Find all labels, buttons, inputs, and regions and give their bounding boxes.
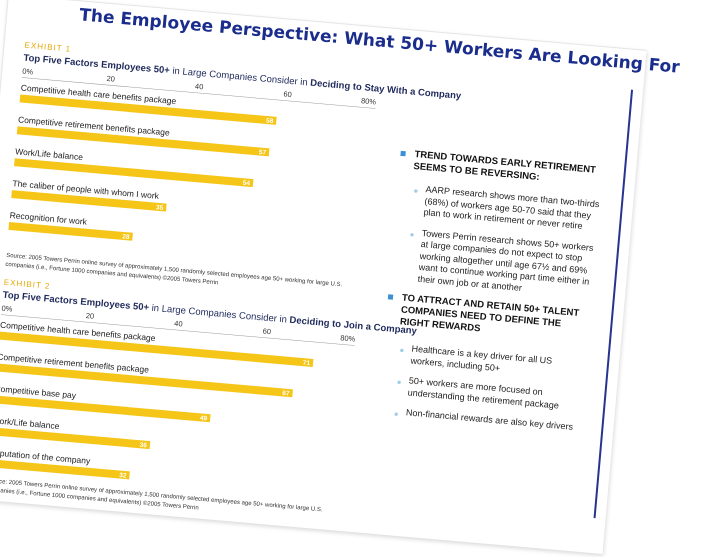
bar <box>11 190 167 212</box>
bullet-icon: ● <box>413 186 419 196</box>
bullet-icon: ● <box>396 377 402 387</box>
accent-line <box>593 89 634 519</box>
tick-label: 20 <box>85 311 94 321</box>
bar-value-label: 49 <box>200 415 208 423</box>
bullet-icon: ● <box>399 345 405 355</box>
section-1-point: ● AARP research shows more than two-third… <box>413 184 600 231</box>
bullet-icon: ● <box>409 229 415 239</box>
square-bullet-icon <box>400 150 406 157</box>
tick-label: 60 <box>283 89 292 99</box>
bar-value-label: 58 <box>266 117 274 125</box>
bar <box>16 126 270 157</box>
bar <box>0 363 293 398</box>
tick-label: 80% <box>361 96 377 106</box>
tick-label: 0% <box>1 304 13 314</box>
bar <box>0 331 314 367</box>
section-2-heading: TO ATTRACT AND RETAIN 50+ TALENT COMPANI… <box>385 291 592 345</box>
bar <box>0 427 151 450</box>
bar-value-label: 71 <box>302 360 310 368</box>
section-1-point: ● Towers Perrin research shows 50+ worker… <box>409 227 594 293</box>
bar-value-label: 67 <box>282 390 290 398</box>
bar-value-label: 57 <box>259 149 267 157</box>
tick-label: 40 <box>195 82 204 92</box>
slide: The Employee Perspective: What 50+ Worke… <box>0 0 680 554</box>
bar-value-label: 36 <box>139 442 147 450</box>
section-1-heading: TREND TOWARDS EARLY RETIREMENT SEEMS TO … <box>399 148 605 190</box>
bar <box>14 158 254 188</box>
tick-label: 20 <box>106 74 115 84</box>
right-panel: TREND TOWARDS EARLY RETIREMENT SEEMS TO … <box>377 148 605 443</box>
bar-value-label: 32 <box>119 472 127 480</box>
category-label: Work/Life balance <box>0 415 60 431</box>
bar <box>0 395 211 423</box>
tick-label: 0% <box>22 67 34 77</box>
tick-label: 40 <box>174 319 183 329</box>
bar <box>8 221 133 241</box>
tick-label: 60 <box>262 326 271 336</box>
axis-line <box>1 314 355 346</box>
bullet-icon: ● <box>393 409 400 419</box>
bar <box>0 459 130 480</box>
bar <box>19 94 277 125</box>
square-bullet-icon <box>387 294 394 300</box>
axis-line <box>21 77 376 109</box>
bar-value-label: 35 <box>156 204 164 212</box>
exhibit-2-label: EXHIBIT 2 <box>3 277 51 291</box>
bar-value-label: 54 <box>242 180 250 188</box>
tick-label: 80% <box>340 333 356 343</box>
bar-value-label: 28 <box>122 233 130 241</box>
exhibit-1-label: EXHIBIT 1 <box>24 40 72 54</box>
